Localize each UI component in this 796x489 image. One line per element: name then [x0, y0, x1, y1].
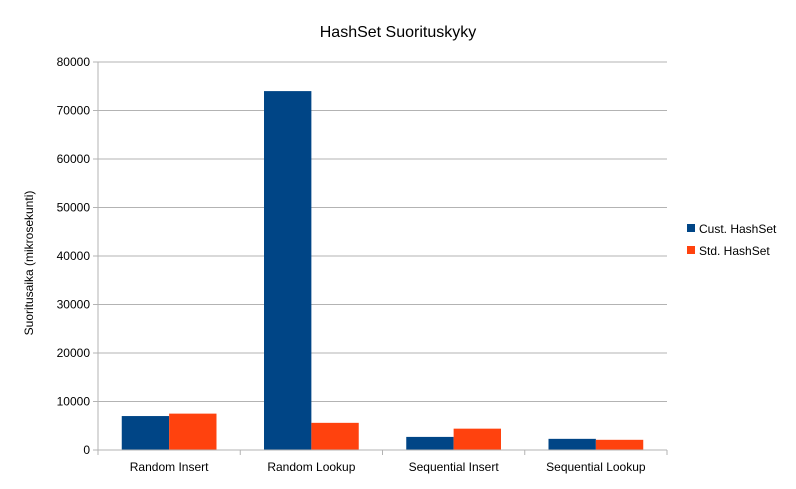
y-tick-labels: 0 10000 20000 30000 40000 50000 60000 70000 8000…	[57, 55, 91, 457]
bar-cust-2	[406, 436, 454, 450]
bar-std-0	[169, 413, 217, 450]
x-tick-labels: Random Insert Random Lookup Sequential Ins…	[130, 460, 646, 474]
bar-std-3	[595, 439, 644, 450]
legend-swatch	[687, 246, 695, 254]
y-tick-label: 50000	[57, 201, 91, 215]
y-tick-label: 40000	[57, 249, 91, 263]
chart-title: HashSet Suorituskyky	[320, 24, 477, 41]
x-tick-label: Sequential Lookup	[546, 460, 646, 474]
y-tick-label: 10000	[57, 395, 91, 409]
legend: Cust. HashSet Std. HashSet	[687, 222, 777, 258]
y-tick-label: 80000	[57, 55, 91, 69]
bar-std-1	[311, 422, 359, 450]
y-axis-label: Suoritusaika (mikrosekunti)	[22, 191, 36, 336]
gridlines	[98, 61, 667, 402]
y-tick-label: 70000	[57, 104, 91, 118]
y-tick-label: 30000	[57, 298, 91, 312]
bar-std-2	[453, 428, 501, 450]
x-tick-label: Random Lookup	[267, 460, 355, 474]
axes	[93, 61, 668, 455]
y-tick-label: 60000	[57, 152, 91, 166]
legend-label: Cust. HashSet	[699, 222, 777, 236]
y-tick-label: 0	[83, 443, 90, 457]
x-tick-label: Random Insert	[130, 460, 209, 474]
bar-cust-0	[121, 416, 170, 450]
legend-label: Std. HashSet	[699, 244, 770, 258]
bar-cust-3	[548, 438, 596, 450]
legend-swatch	[687, 224, 695, 232]
bar-cust-1	[264, 91, 312, 450]
bars	[121, 91, 644, 450]
x-tick-label: Sequential Insert	[409, 460, 500, 474]
y-tick-label: 20000	[57, 346, 91, 360]
